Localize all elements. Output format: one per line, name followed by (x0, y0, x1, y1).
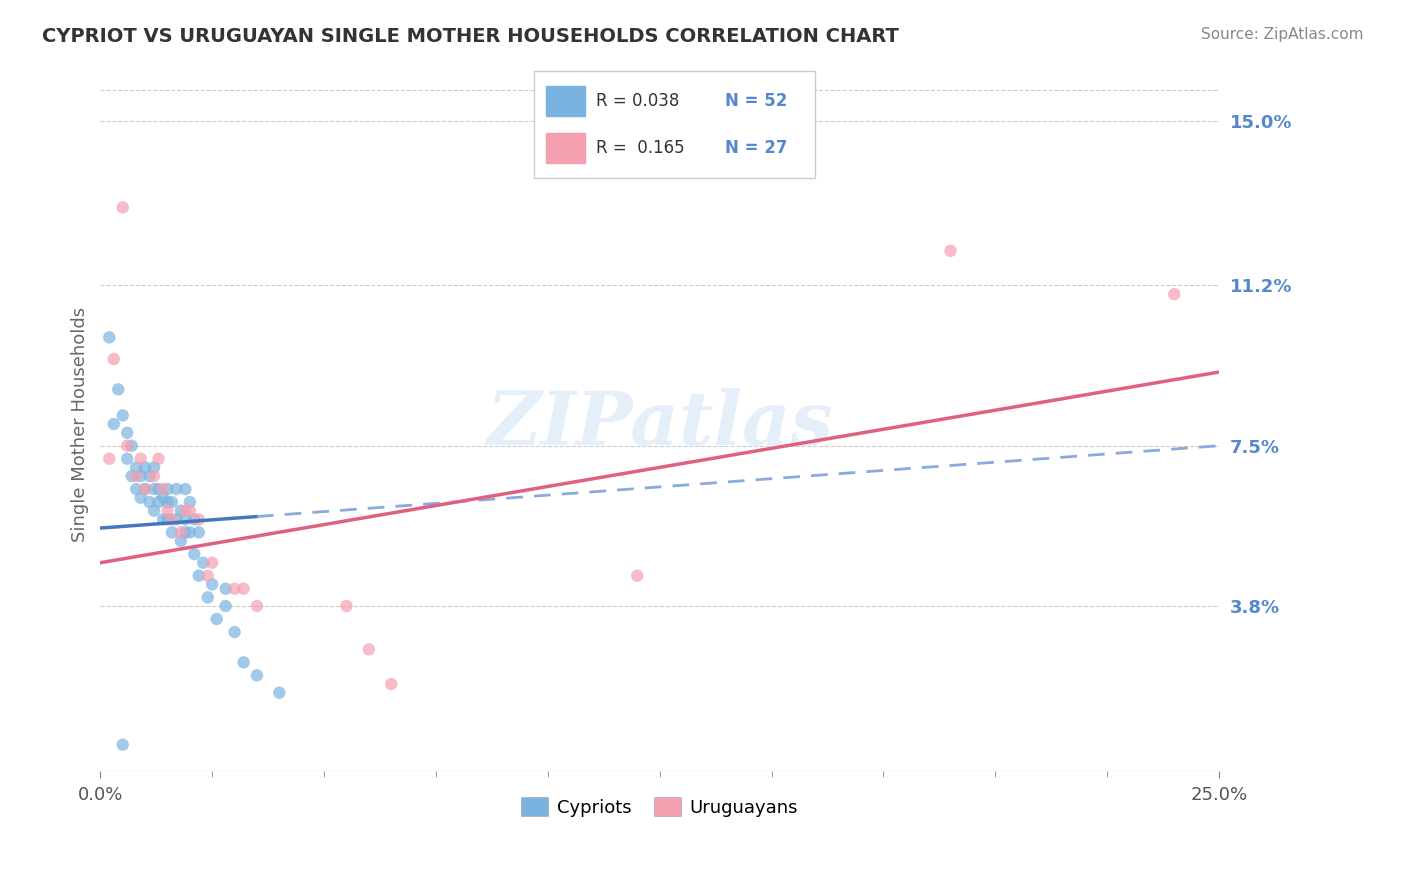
Point (187, 512, 209, 526)
FancyBboxPatch shape (534, 71, 815, 178)
Point (125, 460, 148, 475)
Point (246, 599, 269, 613)
Point (143, 482, 166, 496)
Point (183, 512, 205, 526)
Point (357, 642, 380, 657)
Point (160, 512, 183, 526)
Point (138, 469, 160, 483)
Point (152, 482, 174, 496)
Point (111, 738, 134, 752)
Point (174, 482, 197, 496)
Point (187, 525, 209, 540)
Text: N = 27: N = 27 (725, 139, 787, 157)
Point (165, 512, 187, 526)
Point (134, 460, 156, 475)
Point (205, 612, 228, 626)
Text: R =  0.165: R = 0.165 (596, 139, 685, 157)
Point (224, 625, 246, 640)
Point (201, 577, 224, 591)
Point (121, 469, 143, 483)
Point (152, 491, 174, 505)
Point (197, 591, 219, 605)
Point (125, 482, 148, 496)
Point (156, 504, 179, 518)
Point (115, 425, 138, 440)
Point (125, 469, 148, 483)
Text: R = 0.038: R = 0.038 (596, 93, 679, 111)
Point (148, 495, 170, 509)
Text: ZIPatlas: ZIPatlas (486, 388, 834, 460)
Point (143, 504, 166, 518)
Bar (546, 87, 585, 116)
Point (129, 469, 152, 483)
Point (183, 547, 205, 561)
Point (179, 495, 201, 509)
Point (187, 568, 209, 582)
Point (214, 582, 236, 596)
Point (103, 417, 125, 431)
Point (1163, 287, 1185, 301)
Point (103, 352, 125, 367)
Point (201, 556, 224, 570)
Point (160, 525, 183, 540)
Point (179, 525, 201, 540)
Point (174, 525, 197, 540)
Point (148, 451, 170, 466)
Point (232, 656, 254, 670)
Point (193, 556, 215, 570)
Point (148, 482, 170, 496)
Point (143, 469, 166, 483)
Point (335, 599, 357, 613)
Point (224, 582, 246, 596)
Point (152, 512, 174, 526)
Point (170, 534, 193, 549)
Point (170, 504, 193, 518)
Point (156, 512, 179, 526)
Point (179, 504, 201, 518)
Point (246, 668, 269, 682)
Bar (546, 134, 585, 163)
Point (134, 482, 156, 496)
Point (174, 504, 197, 518)
Point (939, 244, 962, 258)
Point (232, 582, 254, 596)
Point (111, 201, 134, 215)
Legend: Cypriots, Uruguayans: Cypriots, Uruguayans (515, 790, 806, 824)
Point (165, 482, 187, 496)
Point (380, 677, 402, 691)
Point (170, 525, 193, 540)
Point (115, 439, 138, 453)
Point (107, 383, 129, 397)
Point (143, 460, 166, 475)
Point (156, 495, 179, 509)
Point (129, 451, 152, 466)
Text: Source: ZipAtlas.com: Source: ZipAtlas.com (1201, 27, 1364, 42)
Point (134, 482, 156, 496)
Text: N = 52: N = 52 (725, 93, 787, 111)
Point (98, 451, 121, 466)
Point (98, 330, 121, 344)
Y-axis label: Single Mother Households: Single Mother Households (72, 307, 89, 541)
Text: CYPRIOT VS URUGUAYAN SINGLE MOTHER HOUSEHOLDS CORRELATION CHART: CYPRIOT VS URUGUAYAN SINGLE MOTHER HOUSE… (42, 27, 898, 45)
Point (121, 439, 143, 453)
Point (115, 451, 138, 466)
Point (138, 495, 160, 509)
Point (174, 512, 197, 526)
Point (156, 482, 179, 496)
Point (111, 409, 134, 423)
Point (214, 599, 236, 613)
Point (129, 491, 152, 505)
Point (269, 686, 291, 700)
Point (197, 568, 219, 582)
Point (626, 568, 648, 582)
Point (160, 495, 183, 509)
